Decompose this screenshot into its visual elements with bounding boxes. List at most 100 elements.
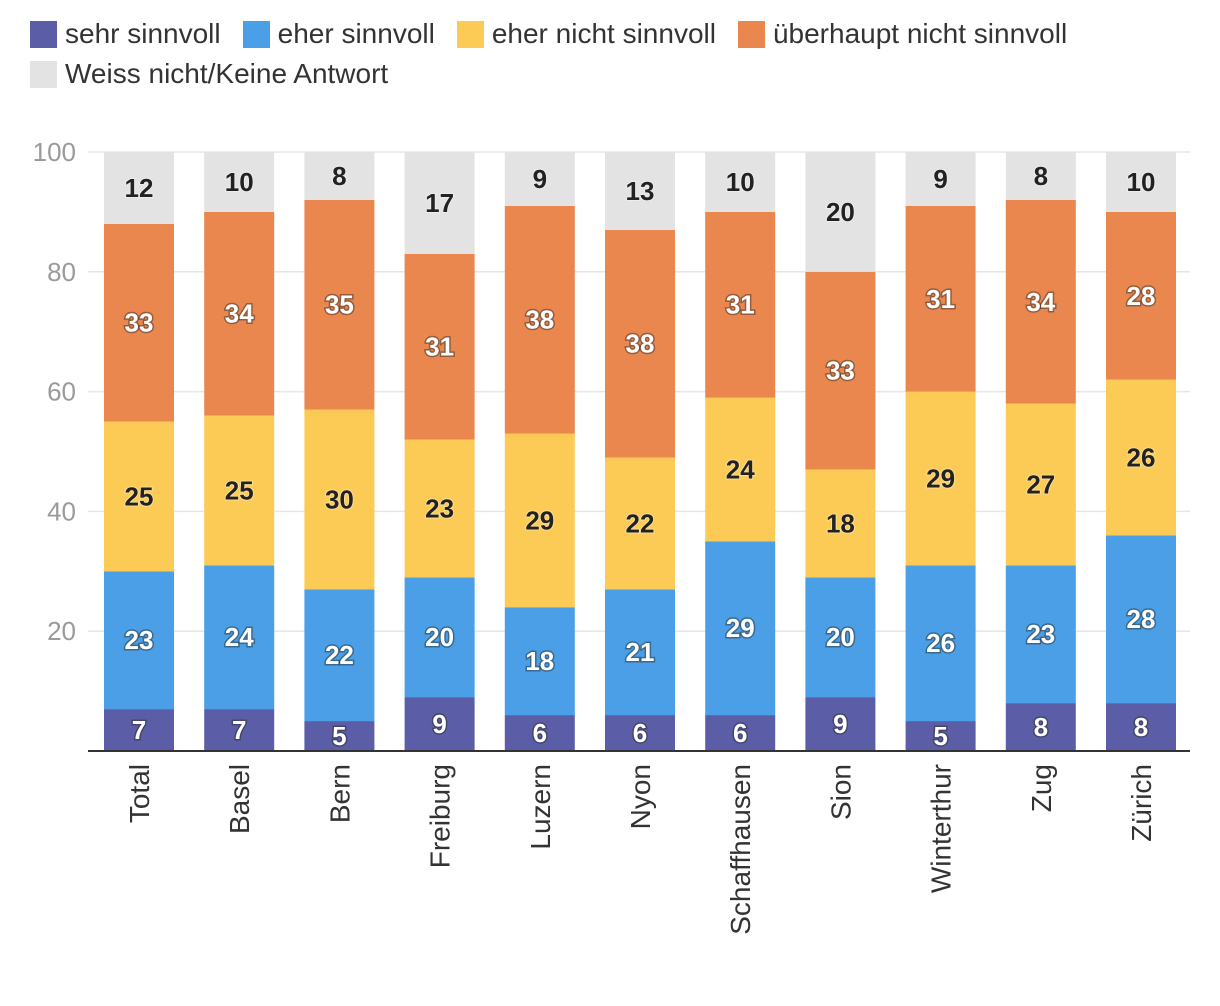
legend-swatch [737, 20, 765, 48]
data-label: 9 [933, 164, 947, 194]
data-label: 7 [232, 715, 246, 745]
bar-segment [1005, 199, 1076, 404]
y-tick-label: 80 [47, 257, 76, 287]
data-label: 30 [325, 484, 354, 514]
data-label: 26 [926, 628, 955, 658]
legend-label: überhaupt nicht sinnvoll [772, 18, 1068, 49]
bar-segment [304, 589, 375, 722]
legend: sehr sinnvoll eher sinnvoll eher nicht s… [30, 14, 1210, 94]
data-label: 5 [933, 721, 947, 751]
bar-segment [1106, 211, 1176, 380]
bar-segment [404, 152, 475, 254]
bar-segment [805, 152, 876, 272]
bar-segment [605, 715, 675, 751]
data-label: 10 [225, 167, 254, 197]
data-label: 28 [1127, 604, 1156, 634]
data-label: 23 [425, 493, 454, 523]
data-label: 29 [926, 463, 955, 493]
bar-segment [404, 577, 475, 698]
data-label: 28 [1127, 281, 1156, 311]
category-label: Nyon [625, 764, 656, 829]
data-label: 34 [1026, 287, 1055, 317]
bar-segment [104, 223, 174, 422]
data-label: 8 [1134, 712, 1148, 742]
bar-segment [404, 439, 475, 578]
bar-segment [805, 271, 876, 470]
data-label: 8 [332, 161, 346, 191]
bar-segment [905, 565, 976, 722]
bar-segment [204, 152, 275, 212]
data-label: 25 [225, 475, 254, 505]
bar-segment [605, 589, 675, 716]
bar-segment [805, 577, 876, 698]
data-label: 38 [626, 329, 655, 359]
bar-segment [104, 421, 174, 572]
category-label: Winterthur [926, 764, 957, 893]
legend-item-ueberhaupt-nicht-sinnvoll[interactable]: überhaupt nicht sinnvoll [737, 18, 1068, 50]
category-label: Basel [224, 764, 255, 834]
legend-swatch [456, 20, 484, 48]
data-label: 27 [1026, 469, 1055, 499]
bar-segment [805, 697, 876, 751]
legend-row-2: Weiss nicht/Keine Antwort [30, 54, 1210, 94]
data-label: 25 [125, 481, 154, 511]
bar-segment [905, 205, 976, 392]
data-label: 26 [1127, 442, 1156, 472]
bar-segment [605, 457, 675, 590]
bar-segment [304, 721, 375, 751]
data-label: 33 [826, 356, 855, 386]
data-label: 31 [425, 332, 454, 362]
category-label: Zug [1026, 764, 1057, 812]
y-tick-label: 60 [47, 377, 76, 407]
bar-segment [905, 721, 976, 751]
bar-segment [905, 391, 976, 566]
data-label: 31 [726, 290, 755, 320]
bar-segment [504, 205, 575, 434]
data-label: 38 [525, 305, 554, 335]
category-label: Total [124, 764, 155, 823]
data-label: 29 [726, 613, 755, 643]
data-label: 23 [125, 625, 154, 655]
data-label: 20 [826, 622, 855, 652]
bar-segment [504, 607, 575, 716]
data-label: 24 [726, 454, 755, 484]
legend-item-sehr-sinnvoll[interactable]: sehr sinnvoll [30, 18, 221, 50]
data-label: 33 [125, 308, 154, 338]
data-label: 9 [833, 709, 847, 739]
category-label: Bern [324, 764, 355, 823]
legend-label: eher nicht sinnvoll [491, 18, 716, 49]
data-label: 22 [626, 508, 655, 538]
bar-segment [204, 709, 275, 751]
bar-segment [204, 211, 275, 416]
legend-label: Weiss nicht/Keine Antwort [65, 58, 389, 89]
data-label: 21 [626, 637, 655, 667]
data-label: 8 [1034, 712, 1048, 742]
bar-segment [1106, 535, 1176, 704]
bar-segment [504, 433, 575, 608]
legend-item-eher-nicht-sinnvoll[interactable]: eher nicht sinnvoll [456, 18, 716, 50]
bar-segment [104, 152, 174, 224]
data-label: 6 [633, 718, 647, 748]
category-label: Sion [825, 764, 856, 820]
data-label: 9 [533, 164, 547, 194]
bar-segment [304, 409, 375, 590]
data-label: 18 [826, 508, 855, 538]
category-label: Luzern [525, 764, 556, 850]
bar-segment [705, 152, 776, 212]
bar-segment [1106, 379, 1176, 536]
bar-segment [905, 152, 976, 206]
data-label: 10 [1127, 167, 1156, 197]
data-label: 10 [726, 167, 755, 197]
bar-segment [1106, 703, 1176, 751]
legend-item-eher-sinnvoll[interactable]: eher sinnvoll [242, 18, 435, 50]
data-label: 34 [225, 299, 254, 329]
data-label: 18 [525, 646, 554, 676]
bar-segment [204, 565, 275, 710]
data-label: 23 [1026, 619, 1055, 649]
category-label: Zürich [1126, 764, 1157, 842]
bar-segment [705, 715, 776, 751]
legend-item-weiss-nicht[interactable]: Weiss nicht/Keine Antwort [30, 58, 388, 90]
bar-segment [1005, 403, 1076, 566]
category-label: Freiburg [425, 764, 456, 868]
legend-label: sehr sinnvoll [65, 18, 221, 49]
